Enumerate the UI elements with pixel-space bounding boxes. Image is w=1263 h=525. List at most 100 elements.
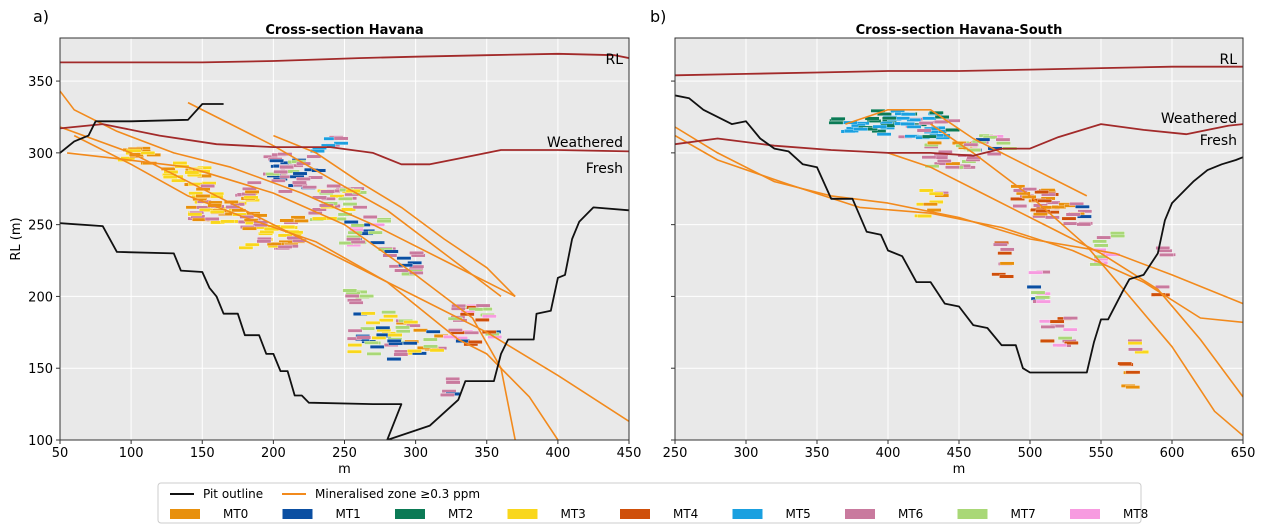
- block-cell-mt6: [1096, 235, 1111, 240]
- block-cell-mt6: [1076, 222, 1092, 227]
- block-cell-mt0: [927, 141, 942, 145]
- block-cell-mt6: [348, 300, 364, 305]
- pit-outline-line: [675, 94, 1243, 374]
- legend-swatch-mt6: [845, 509, 875, 519]
- block-cell-mt6: [292, 180, 307, 185]
- block-cell-mt7: [423, 337, 438, 342]
- rl-label: RL: [1219, 52, 1237, 68]
- legend-type-label: MT7: [1011, 507, 1036, 521]
- x-tick-label: 300: [734, 446, 759, 461]
- block-cell-mt3: [928, 191, 944, 196]
- block-cell-mt3: [188, 191, 203, 196]
- block-cell-mt1: [396, 256, 412, 260]
- block-cell-mt6: [1155, 246, 1171, 250]
- chart-title: Cross-section Havana-South: [856, 23, 1063, 38]
- block-cell-mt4: [1061, 216, 1077, 221]
- block-cell-mt1: [407, 260, 422, 265]
- block-cell-mt6: [945, 165, 960, 170]
- block-cell-mt6: [1128, 347, 1143, 352]
- block-cell-mt7: [381, 310, 396, 314]
- legend-swatch-mt0: [170, 509, 200, 519]
- x-axis-label: m: [953, 462, 966, 477]
- block-cell-mt3: [403, 320, 419, 324]
- legend-line-label: Mineralised zone ≥0.3 ppm: [315, 487, 480, 501]
- fresh-label: Fresh: [1200, 133, 1237, 149]
- mineralised-zone-line: [67, 152, 516, 440]
- block-cell-mt7: [350, 223, 366, 228]
- block-cell-mt6: [916, 128, 932, 133]
- block-cell-mt5: [900, 122, 915, 126]
- block-cell-mt7: [342, 288, 358, 293]
- x-tick-label: 350: [474, 446, 499, 461]
- block-cell-mt6: [279, 165, 294, 170]
- block-cell-mt5: [895, 116, 910, 121]
- block-cell-mt1: [269, 158, 284, 163]
- x-tick-label: 400: [876, 446, 901, 461]
- block-cell-mt1: [1077, 214, 1092, 219]
- block-cell-mt1: [292, 171, 308, 176]
- block-cell-mt6: [296, 177, 311, 181]
- y-tick-label: 300: [28, 147, 53, 162]
- block-cell-mt1: [402, 341, 418, 346]
- block-cell-mt8: [482, 314, 497, 319]
- block-cell-mt4: [1049, 319, 1065, 324]
- block-cell-mt6: [302, 185, 317, 190]
- block-cell-mt3: [280, 225, 296, 229]
- block-cell-mt7: [996, 141, 1011, 146]
- block-cell-mt6: [440, 393, 455, 397]
- block-cell-mt1: [386, 357, 402, 361]
- block-cell-mt6: [344, 294, 360, 298]
- block-cell-mt8: [1052, 343, 1067, 348]
- legend-type-label: MT1: [336, 507, 361, 521]
- block-cell-mt3: [371, 336, 387, 340]
- block-cell-mt0: [945, 161, 961, 166]
- block-cell-mt6: [1063, 316, 1078, 320]
- block-cell-mt7: [360, 326, 375, 331]
- block-cell-mt7: [395, 329, 411, 334]
- block-cell-mt3: [1127, 341, 1143, 345]
- panel-letter: a): [33, 7, 49, 26]
- block-cell-mt6: [963, 142, 979, 147]
- legend-swatch-mt1: [282, 509, 313, 519]
- legend-type-label: MT0: [223, 507, 248, 521]
- block-cell-mt1: [386, 339, 402, 343]
- block-cell-mt6: [1065, 212, 1081, 217]
- block-cell-mt3: [347, 349, 362, 354]
- block-cell-mt3: [140, 151, 156, 155]
- x-tick-label: 300: [403, 446, 428, 461]
- x-tick-label: 250: [663, 446, 688, 461]
- series-group-1: [675, 65, 1243, 437]
- block-cell-mt7: [468, 307, 484, 312]
- block-cell-mt0: [290, 215, 306, 220]
- block-cell-mt6: [247, 180, 262, 185]
- block-cell-mt0: [279, 218, 295, 223]
- block-cell-mt6: [1063, 221, 1078, 226]
- block-cell-mt3: [184, 170, 200, 175]
- x-tick-label: 400: [545, 446, 570, 461]
- block-cell-mt6: [362, 215, 378, 219]
- block-cell-mt3: [172, 161, 188, 165]
- mineralised-zone-line: [930, 123, 1243, 437]
- block-cell-mt6: [1012, 204, 1028, 208]
- block-cell-mt0: [244, 190, 260, 194]
- block-cell-mt7: [1030, 290, 1046, 295]
- block-cell-mt7: [966, 148, 982, 152]
- mineralised-zone-line: [675, 126, 1243, 305]
- block-cell-mt4: [1064, 341, 1079, 345]
- block-cell-mt3: [917, 214, 932, 218]
- block-cell-mt6: [1022, 187, 1037, 191]
- fresh-label: Fresh: [586, 161, 623, 177]
- block-cell-mt3: [365, 321, 381, 325]
- block-cell-mt8: [1028, 270, 1043, 275]
- block-cell-mt6: [921, 155, 937, 160]
- x-tick-label: 450: [947, 446, 972, 461]
- block-cell-mt6: [999, 247, 1015, 252]
- block-cell-mt2: [828, 120, 844, 125]
- block-cell-mt2: [922, 134, 937, 139]
- block-cell-mt6: [346, 237, 361, 242]
- legend-swatch-mt4: [620, 509, 650, 519]
- block-cell-mt3: [243, 195, 259, 200]
- block-cell-mt7: [376, 219, 392, 223]
- x-tick-label: 50: [52, 446, 69, 461]
- chart-title: Cross-section Havana: [265, 23, 423, 38]
